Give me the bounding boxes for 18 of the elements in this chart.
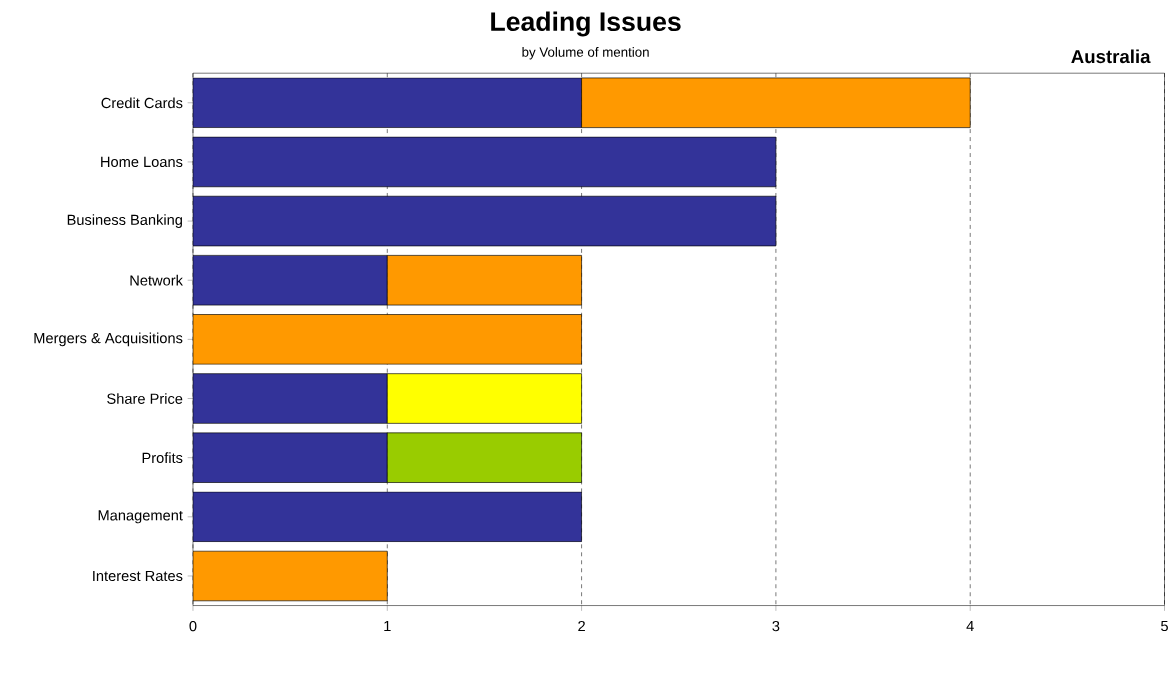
y-tick-label: Share Price [107,393,183,405]
y-tick-label: Interest Rates [93,571,183,582]
y-tick-label: Credit Cards [101,97,183,109]
text: Australia [1071,49,1151,64]
chart-title: Leading Issues [491,11,681,37]
y-tick-label: Home Loans [101,156,183,168]
x-tick-label: 1 [384,621,391,632]
y-tick-label: Management [98,510,183,524]
y-tick-label: Network [130,274,183,286]
x-tick-label: 2 [578,621,585,632]
y-tick-label: Profits [142,452,183,464]
x-tick-label: 0 [189,621,197,632]
x-tick-label: 4 [966,621,974,632]
y-tick-label: Mergers & Acquisitions [34,332,183,347]
y-tick-label: Business Banking [67,214,182,229]
x-tick-label: 3 [772,621,780,632]
chart-subtitle: by Volume of mention [522,47,649,60]
x-tick-label: 5 [1161,621,1168,632]
